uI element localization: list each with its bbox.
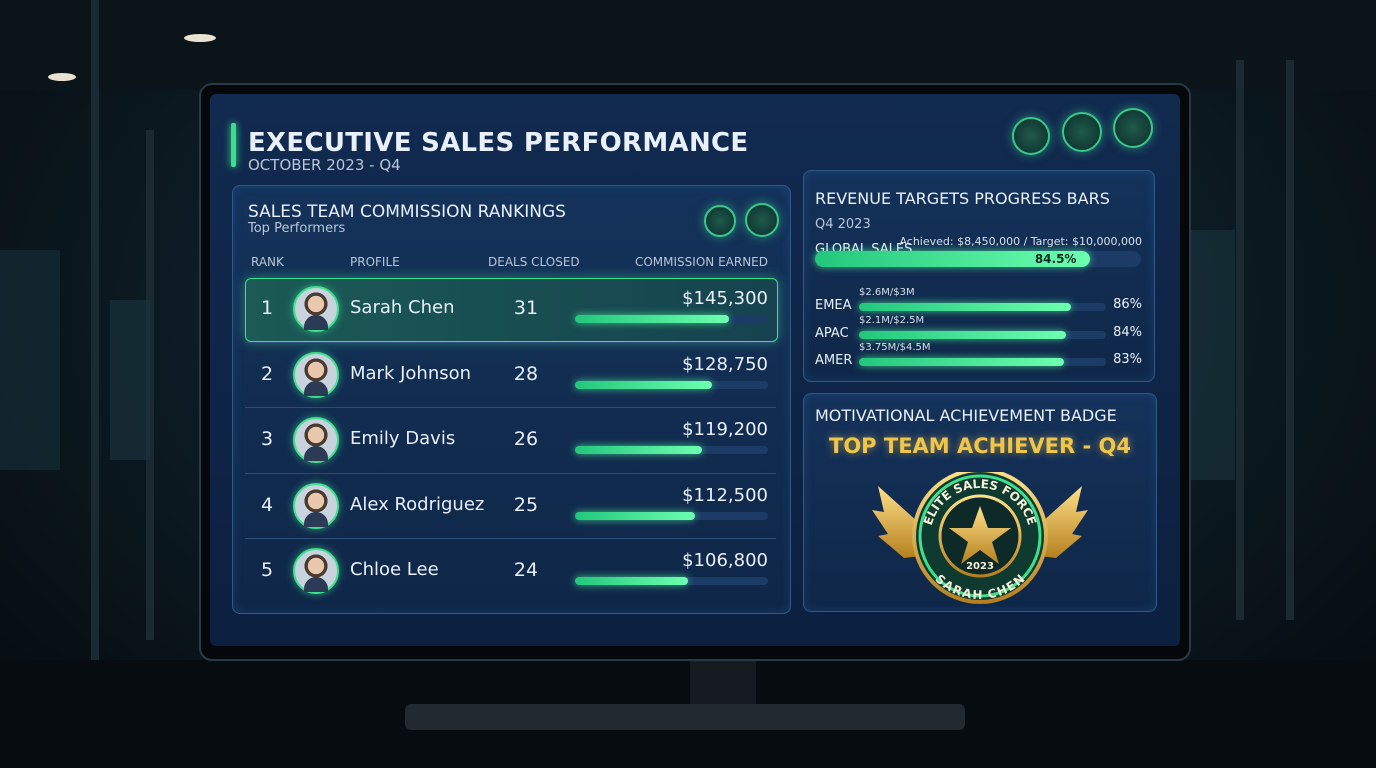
- region-track: [859, 330, 1106, 339]
- rank: 4: [261, 493, 274, 516]
- region-name: APAC: [815, 325, 849, 341]
- region-name: AMER: [815, 353, 853, 368]
- global-track: 84.5%: [815, 251, 1141, 267]
- targets-panel: REVENUE TARGETS PROGRESS BARS Q4 2023 GL…: [803, 170, 1155, 382]
- panel-subtitle: Q4 2023: [815, 217, 871, 232]
- commission-track: [575, 315, 768, 323]
- region-percent: 86%: [1113, 297, 1142, 312]
- row-divider: [245, 472, 776, 474]
- badge-year: 2023: [966, 561, 994, 572]
- region-progress-bar: [859, 303, 1072, 311]
- name: Alex Rodriguez: [350, 493, 485, 515]
- column-header: DEALS CLOSED: [488, 255, 580, 269]
- region-detail: $3.75M/$4.5M: [859, 342, 931, 353]
- avatar-body: [304, 380, 328, 396]
- chart-icon[interactable]: [1062, 112, 1102, 152]
- commission-bar: [575, 511, 695, 520]
- commission: $128,750: [682, 353, 768, 375]
- deals: 25: [513, 493, 539, 516]
- name: Sarah Chen: [350, 297, 455, 318]
- avatar: [293, 482, 339, 529]
- region-percent: 84%: [1113, 324, 1142, 340]
- region-progress-bar: [859, 358, 1064, 366]
- global-progress-bar: [815, 251, 1091, 267]
- deals: 31: [513, 297, 539, 319]
- commission-bar: [575, 315, 730, 323]
- trend-icon[interactable]: [1113, 108, 1153, 148]
- panel-title: MOTIVATIONAL ACHIEVEMENT BADGE: [815, 406, 1117, 425]
- column-header: COMMISSION EARNED: [634, 255, 768, 269]
- rank: 5: [261, 559, 274, 581]
- avatar: [293, 417, 339, 463]
- deals: 28: [513, 362, 539, 385]
- region-track: [859, 303, 1106, 311]
- commission: $112,500: [682, 484, 768, 506]
- badge-headline: TOP TEAM ACHIEVER - Q4: [829, 434, 1131, 458]
- name: Chloe Lee: [350, 559, 439, 580]
- commission-track: [575, 380, 768, 389]
- region-name: EMEA: [815, 298, 852, 313]
- badge-emblem: ELITE SALES FORCE SARAH CHEN 2023: [872, 472, 1088, 604]
- name: Emily Davis: [350, 428, 456, 449]
- badge-panel: MOTIVATIONAL ACHIEVEMENT BADGE TOP TEAM …: [803, 393, 1157, 612]
- rankings-panel: SALES TEAM COMMISSION RANKINGS Top Perfo…: [232, 185, 791, 614]
- avatar-body: [304, 315, 328, 330]
- rank: 2: [261, 362, 274, 385]
- avatar-body: [304, 446, 328, 461]
- avatar: [293, 286, 339, 332]
- region-detail: $2.6M/$3M: [859, 287, 915, 298]
- commission: $145,300: [682, 288, 768, 309]
- dashboard-subtitle: OCTOBER 2023 - Q4: [248, 156, 401, 174]
- commission-track: [575, 446, 768, 454]
- accent-bar: [231, 123, 236, 167]
- row-divider: [245, 407, 776, 408]
- dollar-icon[interactable]: [704, 205, 736, 237]
- column-header: RANK: [251, 255, 284, 269]
- panel-title: SALES TEAM COMMISSION RANKINGS: [248, 202, 566, 222]
- dashboard-title: EXECUTIVE SALES PERFORMANCE: [248, 128, 749, 158]
- global-detail: Achieved: $8,450,000 / Target: $10,000,0…: [899, 235, 1142, 248]
- row-divider: [245, 538, 776, 539]
- dollar-icon[interactable]: [1012, 117, 1050, 155]
- avatar-body: [304, 511, 328, 527]
- commission-bar: [575, 380, 712, 389]
- avatar: [293, 548, 339, 594]
- avatar: [293, 351, 339, 398]
- chart-icon[interactable]: [745, 203, 779, 237]
- commission: $119,200: [682, 419, 768, 440]
- avatar-body: [304, 577, 328, 592]
- commission-bar: [575, 577, 689, 585]
- commission-track: [575, 511, 768, 520]
- region-progress-bar: [859, 330, 1067, 339]
- commission: $106,800: [682, 550, 768, 571]
- commission-track: [575, 577, 768, 585]
- rank: 3: [261, 428, 274, 450]
- column-header: PROFILE: [350, 255, 400, 269]
- deals: 24: [513, 559, 539, 581]
- row-divider: [245, 341, 776, 343]
- panel-title: REVENUE TARGETS PROGRESS BARS: [815, 189, 1110, 208]
- region-percent: 83%: [1113, 352, 1142, 367]
- region-detail: $2.1M/$2.5M: [859, 314, 925, 326]
- deals: 26: [513, 428, 539, 450]
- name: Mark Johnson: [350, 362, 472, 384]
- commission-bar: [575, 446, 702, 454]
- region-track: [859, 358, 1106, 366]
- rank: 1: [261, 297, 274, 319]
- panel-subtitle: Top Performers: [248, 221, 346, 236]
- global-percent: 84.5%: [1034, 252, 1077, 266]
